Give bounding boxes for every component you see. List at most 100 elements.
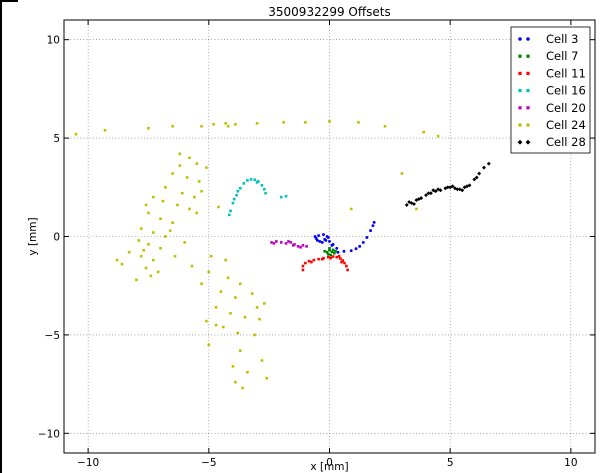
data-point bbox=[190, 264, 194, 268]
data-point bbox=[200, 124, 203, 128]
data-point bbox=[246, 371, 249, 374]
data-point bbox=[299, 246, 302, 249]
legend-label: Cell 20 bbox=[546, 101, 586, 115]
legend-marker bbox=[526, 37, 530, 41]
data-point bbox=[482, 165, 486, 170]
data-point bbox=[205, 166, 208, 169]
data-point bbox=[152, 231, 155, 234]
data-point bbox=[328, 239, 331, 243]
data-point bbox=[235, 193, 238, 197]
data-point bbox=[318, 239, 322, 243]
y-tick-label: 10 bbox=[47, 35, 60, 47]
data-point bbox=[139, 227, 143, 230]
data-point bbox=[322, 233, 325, 236]
data-point bbox=[329, 256, 333, 260]
data-point bbox=[304, 261, 307, 265]
data-point bbox=[236, 189, 240, 193]
data-point bbox=[320, 257, 324, 261]
data-point bbox=[339, 257, 342, 260]
legend-label: Cell 7 bbox=[546, 49, 578, 63]
data-point bbox=[236, 331, 240, 335]
data-point bbox=[152, 195, 155, 199]
data-point bbox=[178, 164, 182, 167]
legend-marker bbox=[518, 123, 522, 127]
data-point bbox=[156, 270, 160, 274]
series-cell-3 bbox=[313, 220, 376, 254]
data-point bbox=[176, 203, 179, 207]
data-point bbox=[180, 191, 184, 195]
data-point bbox=[296, 245, 300, 248]
plot-frame bbox=[63, 19, 596, 454]
data-point bbox=[301, 264, 305, 268]
data-point bbox=[287, 240, 290, 243]
data-point bbox=[284, 242, 288, 245]
data-point bbox=[282, 121, 285, 124]
data-point bbox=[275, 240, 278, 243]
data-point bbox=[207, 270, 211, 274]
data-point bbox=[331, 248, 335, 252]
data-point bbox=[301, 244, 305, 247]
data-point bbox=[224, 258, 228, 262]
data-point bbox=[234, 296, 237, 299]
data-point bbox=[74, 132, 78, 136]
data-point bbox=[193, 195, 196, 199]
data-point bbox=[331, 242, 335, 246]
data-point bbox=[272, 242, 276, 245]
data-point bbox=[135, 278, 138, 282]
data-point bbox=[142, 248, 145, 252]
data-point bbox=[234, 380, 237, 384]
data-point bbox=[431, 188, 436, 193]
data-point bbox=[264, 191, 267, 195]
data-point bbox=[229, 311, 232, 315]
data-point bbox=[357, 121, 360, 124]
data-point bbox=[310, 260, 313, 264]
data-point bbox=[173, 254, 177, 258]
legend-item: Cell 3 bbox=[518, 32, 578, 46]
legend-marker bbox=[526, 71, 530, 75]
x-tick-label: −5 bbox=[201, 457, 216, 469]
data-point bbox=[250, 292, 254, 295]
data-point bbox=[450, 184, 455, 189]
data-point bbox=[436, 134, 440, 138]
data-point bbox=[279, 241, 283, 244]
data-point bbox=[314, 237, 318, 240]
data-point bbox=[209, 254, 213, 258]
data-point bbox=[284, 194, 288, 198]
data-point bbox=[197, 180, 201, 183]
data-point bbox=[349, 207, 353, 211]
data-point bbox=[305, 245, 308, 248]
legend-label: Cell 28 bbox=[546, 135, 586, 149]
data-point bbox=[149, 274, 153, 278]
y-axis-label: y [mm] bbox=[27, 217, 39, 255]
data-point bbox=[371, 224, 375, 228]
data-point bbox=[326, 255, 330, 259]
data-point bbox=[345, 264, 348, 268]
data-point bbox=[346, 268, 349, 272]
data-point bbox=[383, 124, 387, 128]
data-point bbox=[263, 302, 266, 305]
data-point bbox=[231, 365, 235, 368]
data-point bbox=[436, 187, 441, 192]
data-point bbox=[400, 172, 404, 175]
data-point bbox=[265, 376, 269, 380]
data-point bbox=[260, 184, 264, 187]
data-point bbox=[474, 175, 479, 180]
data-point bbox=[224, 122, 228, 125]
data-point bbox=[415, 207, 418, 211]
data-point bbox=[343, 261, 346, 265]
data-point bbox=[301, 268, 305, 272]
data-point bbox=[214, 306, 218, 309]
grid bbox=[64, 20, 595, 453]
data-point bbox=[358, 244, 362, 248]
data-point bbox=[258, 317, 261, 321]
data-point bbox=[207, 343, 211, 347]
legend-marker bbox=[518, 106, 522, 110]
data-point bbox=[336, 250, 340, 254]
data-point bbox=[188, 207, 191, 211]
data-point bbox=[226, 276, 230, 280]
data-point bbox=[200, 189, 203, 193]
data-point bbox=[465, 184, 470, 189]
y-tick-label: −10 bbox=[38, 428, 60, 440]
data-point bbox=[340, 260, 343, 264]
